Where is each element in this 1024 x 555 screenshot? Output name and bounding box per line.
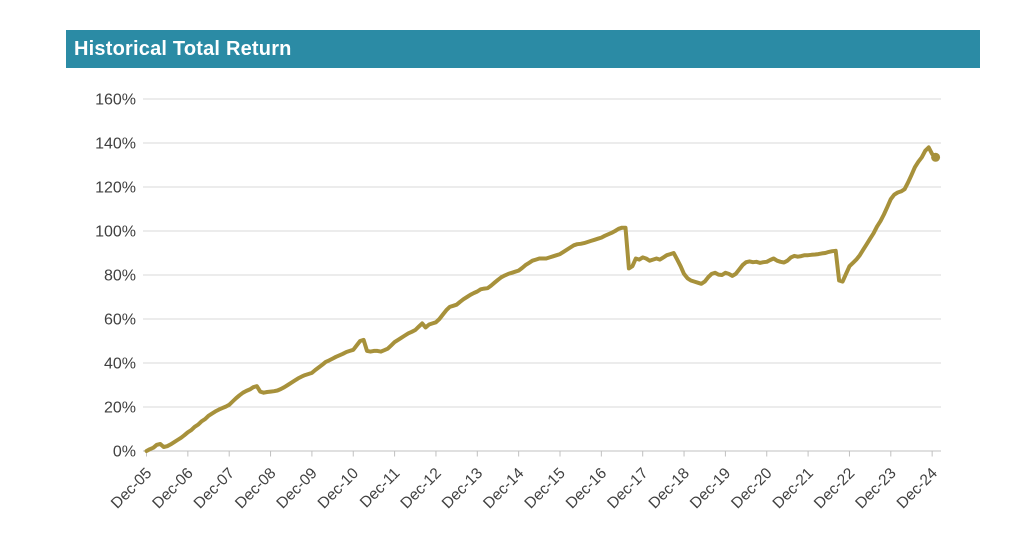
- x-axis-label: Dec-18: [646, 465, 693, 512]
- x-axis-label: Dec-07: [191, 465, 238, 512]
- page-title: Historical Total Return: [74, 37, 292, 60]
- y-axis-label: 160%: [95, 92, 136, 109]
- y-axis-label: 100%: [95, 224, 136, 241]
- x-axis-label: Dec-17: [604, 465, 651, 512]
- y-axis-label: 120%: [95, 180, 136, 197]
- x-axis-label: Dec-16: [563, 465, 610, 512]
- x-axis-label: Dec-14: [480, 465, 528, 513]
- x-axis-label: Dec-08: [232, 465, 279, 512]
- x-axis-label: Dec-12: [397, 465, 444, 512]
- y-axis-label: 60%: [104, 312, 136, 329]
- x-axis-label: Dec-06: [149, 465, 196, 512]
- y-axis-label: 80%: [104, 268, 136, 285]
- y-axis-label: 140%: [95, 136, 136, 153]
- x-axis-label: Dec-09: [273, 465, 320, 512]
- end-point-marker: [931, 152, 941, 162]
- x-axis-label: Dec-19: [687, 465, 734, 512]
- y-axis-label: 40%: [104, 356, 136, 373]
- y-axis-label: 20%: [104, 400, 136, 417]
- x-axis-label: Dec-10: [315, 465, 363, 513]
- x-axis-label: Dec-24: [894, 465, 942, 513]
- x-axis-label: Dec-23: [852, 465, 899, 512]
- chart-title-bar: Historical Total Return: [66, 30, 980, 68]
- x-axis-label: Dec-05: [108, 465, 155, 512]
- y-axis-label: 0%: [113, 444, 136, 461]
- x-axis-label: Dec-11: [357, 465, 404, 512]
- x-axis-label: Dec-13: [439, 465, 486, 512]
- x-axis-label: Dec-21: [770, 465, 817, 512]
- total-return-line: [144, 145, 938, 453]
- x-axis-label: Dec-20: [728, 465, 776, 513]
- x-axis-label: Dec-15: [521, 465, 568, 512]
- x-axis-label: Dec-22: [811, 465, 858, 512]
